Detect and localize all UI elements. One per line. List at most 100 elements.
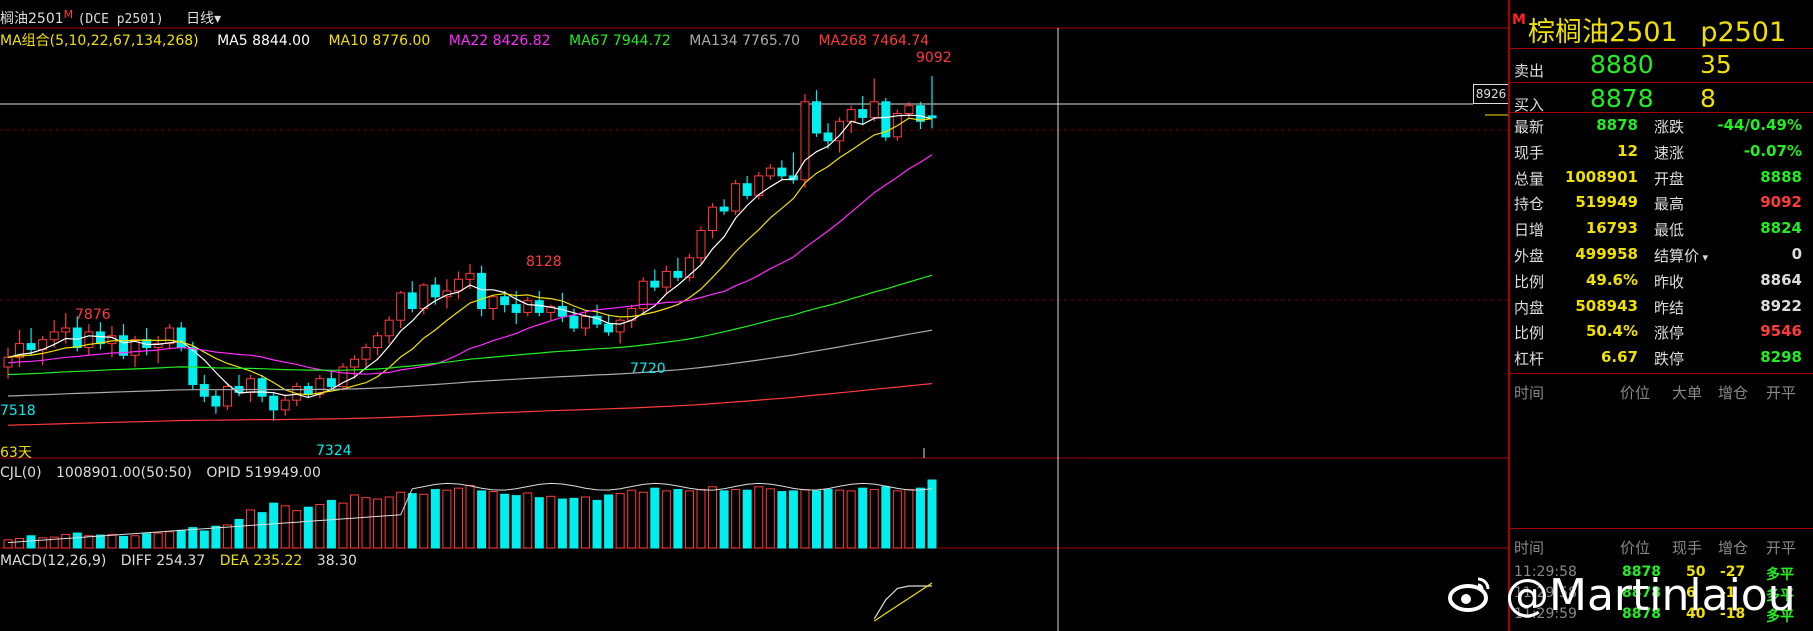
days-label: 63天: [0, 445, 32, 461]
annot-high-7876: 7876: [75, 307, 111, 323]
annot-low-7720: 7720: [630, 361, 666, 377]
volume-bar: [904, 489, 914, 549]
candle-body: [165, 327, 175, 345]
candle-body: [742, 183, 752, 196]
panel-contract-name: 棕榈油2501: [1528, 17, 1678, 48]
volume-value: 1008901.00(50:50): [56, 465, 192, 481]
period-select[interactable]: 日线▾: [186, 8, 221, 28]
volume-bar: [338, 502, 348, 549]
ma268-label: MA268 7464.74: [818, 33, 930, 49]
bid-label: 买入: [1514, 96, 1545, 114]
stat-label: 昨收: [1654, 272, 1685, 291]
stat-right-3: 最高: [1654, 193, 1684, 214]
stat-left-1: 现手: [1514, 142, 1544, 163]
tick-qty: 6: [1686, 585, 1696, 601]
ma67-line: [7, 274, 933, 376]
volume-bar: [638, 491, 648, 549]
volume-bar: [604, 494, 614, 549]
candle-body: [604, 323, 614, 333]
volume-legend: CJL(0) 1008901.00(50:50) OPID 519949.00: [0, 465, 331, 481]
dea-value: DEA 235.22: [219, 553, 303, 569]
ask-price[interactable]: 8880: [1590, 50, 1654, 79]
stat-right-9: 跌停: [1654, 348, 1684, 369]
candle-body: [800, 101, 810, 181]
volume-bar: [26, 535, 36, 549]
macd-dea-line: [873, 582, 933, 622]
stat-label: 结算价: [1654, 247, 1700, 265]
candle-body: [719, 206, 729, 212]
candle-body: [488, 296, 498, 309]
candle-body: [927, 115, 937, 119]
volume-bar: [119, 535, 128, 549]
volume-bar: [315, 503, 325, 549]
ma5-label: MA5 8844.00: [217, 33, 310, 49]
volume-bar: [303, 506, 313, 549]
stat-value: 8298: [1760, 348, 1802, 367]
volume-bar: [788, 490, 798, 549]
ma134-line: [7, 329, 933, 397]
candle-body: [95, 331, 105, 345]
panel-contract-code: p2501: [1700, 17, 1787, 48]
candle-body: [430, 284, 440, 298]
stat-label: 内盘: [1514, 298, 1545, 317]
bid-price[interactable]: 8878: [1590, 84, 1654, 113]
macd-legend: MACD(12,26,9) DIFF 254.37 DEA 235.22 38.…: [0, 553, 367, 569]
stat-right-4: 最低: [1654, 219, 1684, 240]
candle-body: [812, 101, 821, 134]
stat-label: 跌停: [1654, 350, 1685, 369]
volume-bar: [557, 498, 567, 549]
stat-label: 比例: [1514, 324, 1545, 343]
stat-label: 最新: [1514, 118, 1545, 136]
candle-body: [881, 101, 891, 138]
settle-dropdown-icon[interactable]: ▾: [1699, 251, 1709, 264]
tick-qty: 40: [1686, 606, 1706, 622]
stat-value: 1008901: [1564, 167, 1638, 186]
volume-bar: [627, 489, 637, 549]
volume-bar: [835, 489, 845, 549]
ma22-label: MA22 8426.82: [448, 33, 551, 49]
candle-body: [84, 331, 94, 348]
kline-svg[interactable]: [0, 0, 1508, 631]
volume-bar: [442, 489, 452, 549]
bid-row[interactable]: 买入 8878 8: [1510, 82, 1813, 116]
macd-diff-line: [873, 585, 932, 620]
stat-value: -44/0.49%: [1717, 116, 1802, 134]
candle-body: [904, 105, 914, 114]
ma10-label: MA10 8776.00: [328, 33, 431, 49]
ma-group-select[interactable]: MA组合(5,10,22,67,134,268): [0, 33, 199, 49]
divider: [1510, 48, 1813, 49]
stat-label: 速涨: [1654, 143, 1685, 162]
volume-bar: [350, 494, 359, 549]
volume-bar: [546, 495, 556, 549]
stat-label: 最低: [1654, 221, 1685, 240]
volume-bar: [754, 486, 764, 549]
volume-bar: [812, 490, 821, 549]
volume-bar: [731, 489, 741, 549]
volume-indicator-select[interactable]: CJL(0): [0, 465, 42, 481]
volume-bar: [892, 490, 902, 549]
candle-body: [846, 109, 856, 122]
candle-body: [384, 319, 394, 337]
volume-bar: [222, 524, 232, 549]
candle-body: [407, 292, 417, 309]
candle-body: [15, 343, 25, 358]
volume-bar: [280, 505, 290, 549]
candle-body: [26, 343, 36, 350]
ask-row[interactable]: 卖出 8880 35: [1510, 48, 1813, 82]
stat-left-4: 日增: [1514, 219, 1544, 240]
volume-bar: [661, 490, 671, 549]
stat-value: 0: [1791, 245, 1802, 263]
annot-low-7518: 7518: [0, 403, 36, 419]
stat-right-0: 涨跌: [1654, 116, 1684, 137]
tick-col-header: 开平: [1766, 539, 1797, 557]
tick-type: 多平: [1766, 588, 1794, 604]
macd-indicator-select[interactable]: MACD(12,26,9): [0, 553, 107, 569]
volume-bar: [581, 496, 590, 549]
volume-bar: [15, 537, 25, 549]
ma67-label: MA67 7944.72: [569, 33, 671, 49]
volume-bar: [800, 489, 810, 549]
stat-value: 8888: [1760, 167, 1802, 186]
stat-left-7: 内盘: [1514, 297, 1544, 318]
candle-body: [777, 167, 787, 177]
kline-chart-area[interactable]: 榈油2501M (DCE p2501) 日线▾ MA组合(5,10,22,67,…: [0, 0, 1509, 631]
